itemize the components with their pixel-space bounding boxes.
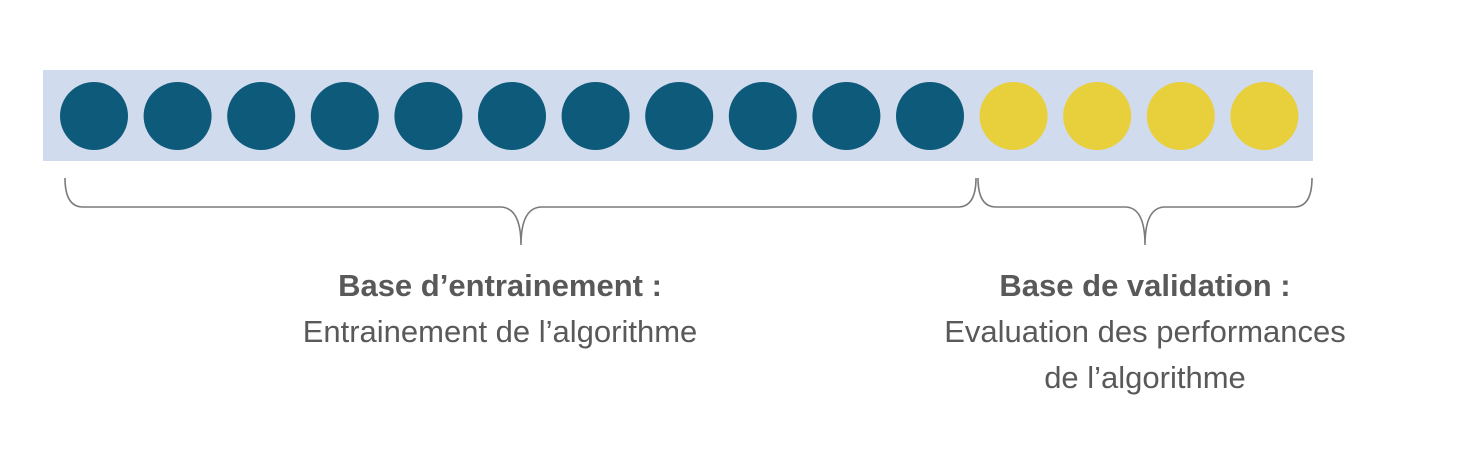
sample-dots — [60, 82, 1299, 150]
validation-set-description-line2: de l’algorithme — [1044, 360, 1246, 395]
training-brace — [64, 177, 977, 246]
validation-sample-dot — [1063, 82, 1132, 150]
training-sample-dot — [478, 82, 546, 150]
validation-set-label: Base de validation : Evaluation des perf… — [870, 263, 1420, 401]
validation-sample-dot — [1146, 82, 1215, 150]
validation-sample-dot — [979, 82, 1048, 150]
training-sample-dot — [812, 82, 881, 150]
validation-set-description-line1: Evaluation des performances — [944, 314, 1346, 349]
training-set-title: Base d’entrainement : — [338, 268, 662, 303]
training-sample-dot — [728, 82, 797, 150]
training-set-label: Base d’entrainement : Entrainement de l’… — [215, 263, 785, 355]
training-sample-dot — [561, 82, 630, 150]
training-sample-dot — [394, 82, 463, 150]
training-sample-dot — [645, 82, 714, 150]
training-sample-dot — [227, 82, 296, 150]
validation-brace — [977, 177, 1313, 246]
validation-sample-dot — [1230, 82, 1299, 150]
training-sample-dot — [60, 82, 128, 150]
training-sample-dot — [143, 82, 212, 150]
validation-set-title: Base de validation : — [999, 268, 1291, 303]
training-set-description: Entrainement de l’algorithme — [302, 314, 698, 349]
training-sample-dot — [310, 82, 379, 150]
training-sample-dot — [896, 82, 964, 150]
